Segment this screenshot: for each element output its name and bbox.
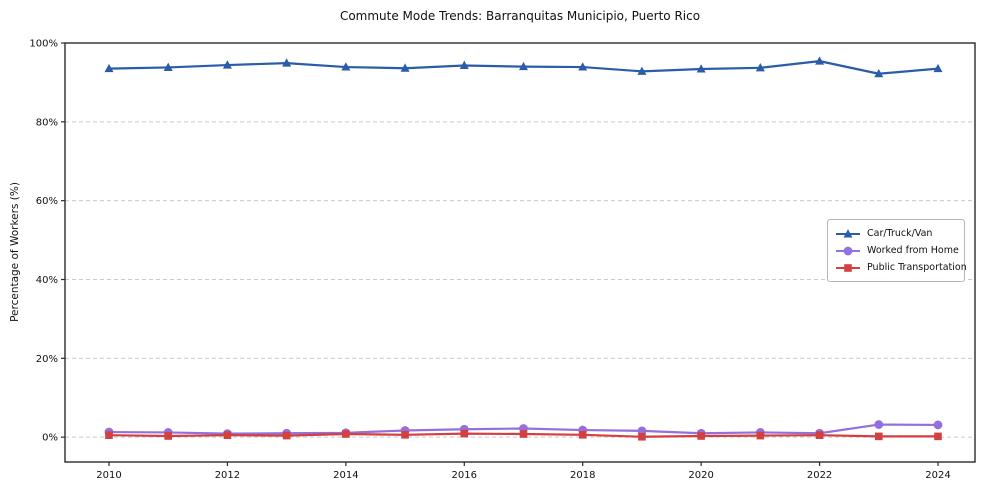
y-tick-label: 60% <box>36 196 58 207</box>
chart-title: Commute Mode Trends: Barranquitas Munici… <box>339 9 701 23</box>
x-tick-label: 2024 <box>925 470 950 481</box>
triangle-marker <box>341 62 351 71</box>
y-tick-label: 40% <box>36 275 58 286</box>
triangle-marker <box>696 64 706 73</box>
square-marker <box>578 431 587 439</box>
x-tick-label: 2014 <box>333 470 358 481</box>
square-marker <box>401 431 409 439</box>
square-marker <box>638 432 646 441</box>
series-car-truck-van <box>104 56 943 78</box>
circle-marker <box>843 246 853 255</box>
square-marker <box>874 432 883 441</box>
y-tick-label: 0% <box>42 433 58 444</box>
circle-marker <box>933 420 943 430</box>
legend-swatch-car-truck-van <box>836 228 860 237</box>
x-tick-label: 2020 <box>688 470 713 481</box>
legend: Car/Truck/Van Worked from Home Public Tr… <box>827 219 967 282</box>
x-tick-label: 2022 <box>807 470 832 481</box>
triangle-marker <box>222 60 232 69</box>
x-tick-label: 2012 <box>215 470 240 481</box>
x-tick-label: 2018 <box>570 470 595 481</box>
legend-label: Worked from Home <box>867 245 959 256</box>
triangle-marker <box>163 62 173 71</box>
square-marker <box>844 263 852 272</box>
square-marker <box>223 431 232 439</box>
square-marker <box>105 431 113 439</box>
plot-border <box>64 42 976 463</box>
triangle-marker <box>933 63 943 73</box>
square-marker <box>697 432 705 440</box>
triangle-marker <box>874 68 884 78</box>
y-tick-label: 100% <box>29 39 58 50</box>
triangle-marker <box>400 63 410 72</box>
legend-label: Public Transportation <box>867 262 967 273</box>
square-marker <box>756 431 765 440</box>
square-marker <box>342 430 350 438</box>
y-tick-label: 80% <box>36 117 58 128</box>
square-marker <box>815 431 824 439</box>
legend-item: Car/Truck/Van <box>835 225 957 242</box>
legend-item: Worked from Home <box>835 242 959 259</box>
triangle-marker <box>519 61 528 71</box>
triangle-marker <box>843 228 853 237</box>
legend-swatch-public-transportation <box>836 263 860 272</box>
square-marker <box>934 432 942 441</box>
legend-swatch-worked-from-home <box>836 246 860 255</box>
square-marker <box>164 432 173 440</box>
triangle-marker <box>755 63 765 72</box>
x-tick-label: 2016 <box>452 470 477 481</box>
triangle-marker <box>104 63 114 73</box>
series-public-transportation <box>105 429 942 441</box>
y-tick-label: 20% <box>36 354 58 365</box>
triangle-marker <box>815 56 825 65</box>
circle-marker <box>874 420 884 429</box>
triangle-marker <box>578 62 588 71</box>
square-marker <box>519 430 528 438</box>
triangle-marker <box>282 58 292 67</box>
square-marker <box>460 429 469 438</box>
triangle-marker <box>637 66 647 75</box>
x-tick-label: 2010 <box>96 470 121 481</box>
legend-label: Car/Truck/Van <box>867 228 933 239</box>
triangle-marker <box>459 60 469 69</box>
square-marker <box>282 431 291 440</box>
legend-item: Public Transportation <box>835 259 967 276</box>
